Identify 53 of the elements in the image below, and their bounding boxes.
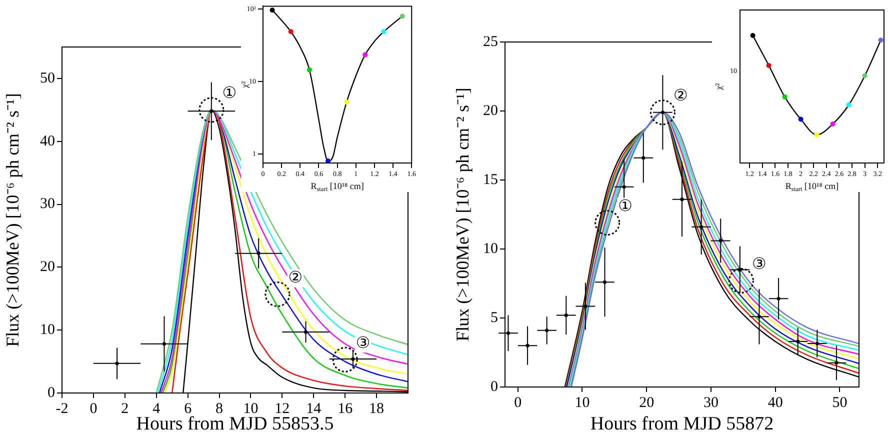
annotation: ② bbox=[288, 267, 303, 286]
point bbox=[878, 38, 884, 43]
point bbox=[306, 67, 312, 72]
point bbox=[344, 100, 350, 105]
point bbox=[766, 62, 772, 68]
point bbox=[798, 116, 804, 122]
point bbox=[288, 29, 294, 34]
y-tick-label: 25 bbox=[483, 34, 498, 50]
x-tick-label: 0 bbox=[90, 400, 98, 417]
x-tick-label: 16 bbox=[338, 400, 354, 417]
y-tick-label: 10 bbox=[483, 240, 498, 257]
y-axis-title: Flux (>100MeV) [10⁻⁶ ph cm⁻² s⁻¹] bbox=[452, 88, 473, 342]
point bbox=[750, 33, 756, 38]
point bbox=[400, 14, 405, 19]
y-tick-label: 10 bbox=[40, 322, 55, 338]
point bbox=[326, 158, 331, 163]
y-tick-label: 20 bbox=[483, 102, 498, 119]
x-tick-label: 0 bbox=[514, 394, 522, 411]
x-tick-label: 40 bbox=[768, 394, 783, 411]
x-axis-title: Hours from MJD 55872 bbox=[590, 414, 774, 435]
point bbox=[198, 97, 224, 123]
point bbox=[270, 8, 275, 13]
y-tick-label: 0 bbox=[490, 378, 498, 395]
annotation: ② bbox=[674, 86, 688, 105]
point bbox=[814, 132, 820, 138]
point bbox=[650, 100, 676, 126]
y-tick-label: 20 bbox=[40, 259, 55, 276]
x-tick-label: -2 bbox=[56, 400, 68, 417]
x-tick-label: 30 bbox=[703, 394, 718, 411]
point bbox=[830, 121, 836, 126]
annotation: ① bbox=[222, 83, 237, 102]
x-tick-label: 2 bbox=[121, 400, 129, 417]
point bbox=[782, 94, 788, 100]
annotation: ③ bbox=[356, 332, 370, 352]
y-tick-label: 5 bbox=[490, 310, 498, 326]
y-tick-label: 0 bbox=[48, 384, 55, 401]
x-tick-label: 10 bbox=[574, 394, 590, 411]
y-tick-label: 30 bbox=[40, 196, 55, 212]
point bbox=[862, 73, 868, 78]
y-tick-label: 50 bbox=[40, 70, 55, 86]
point bbox=[381, 29, 386, 34]
x-tick-label: 20 bbox=[639, 394, 654, 411]
y-axis-title: χ² bbox=[713, 82, 724, 91]
y-tick-label: 40 bbox=[40, 133, 55, 150]
point bbox=[846, 102, 852, 108]
x-tick-label: 18 bbox=[369, 400, 384, 417]
y-axis-title: χ² bbox=[239, 80, 250, 89]
y-tick-label: 15 bbox=[483, 172, 498, 188]
x-tick-label: 50 bbox=[832, 394, 848, 411]
y-axis-title: Flux (>100MeV) [10⁻⁶ ph cm⁻² s⁻¹] bbox=[2, 93, 23, 347]
annotation: ③ bbox=[752, 254, 766, 273]
annotation: ① bbox=[618, 196, 633, 215]
point bbox=[362, 52, 368, 58]
